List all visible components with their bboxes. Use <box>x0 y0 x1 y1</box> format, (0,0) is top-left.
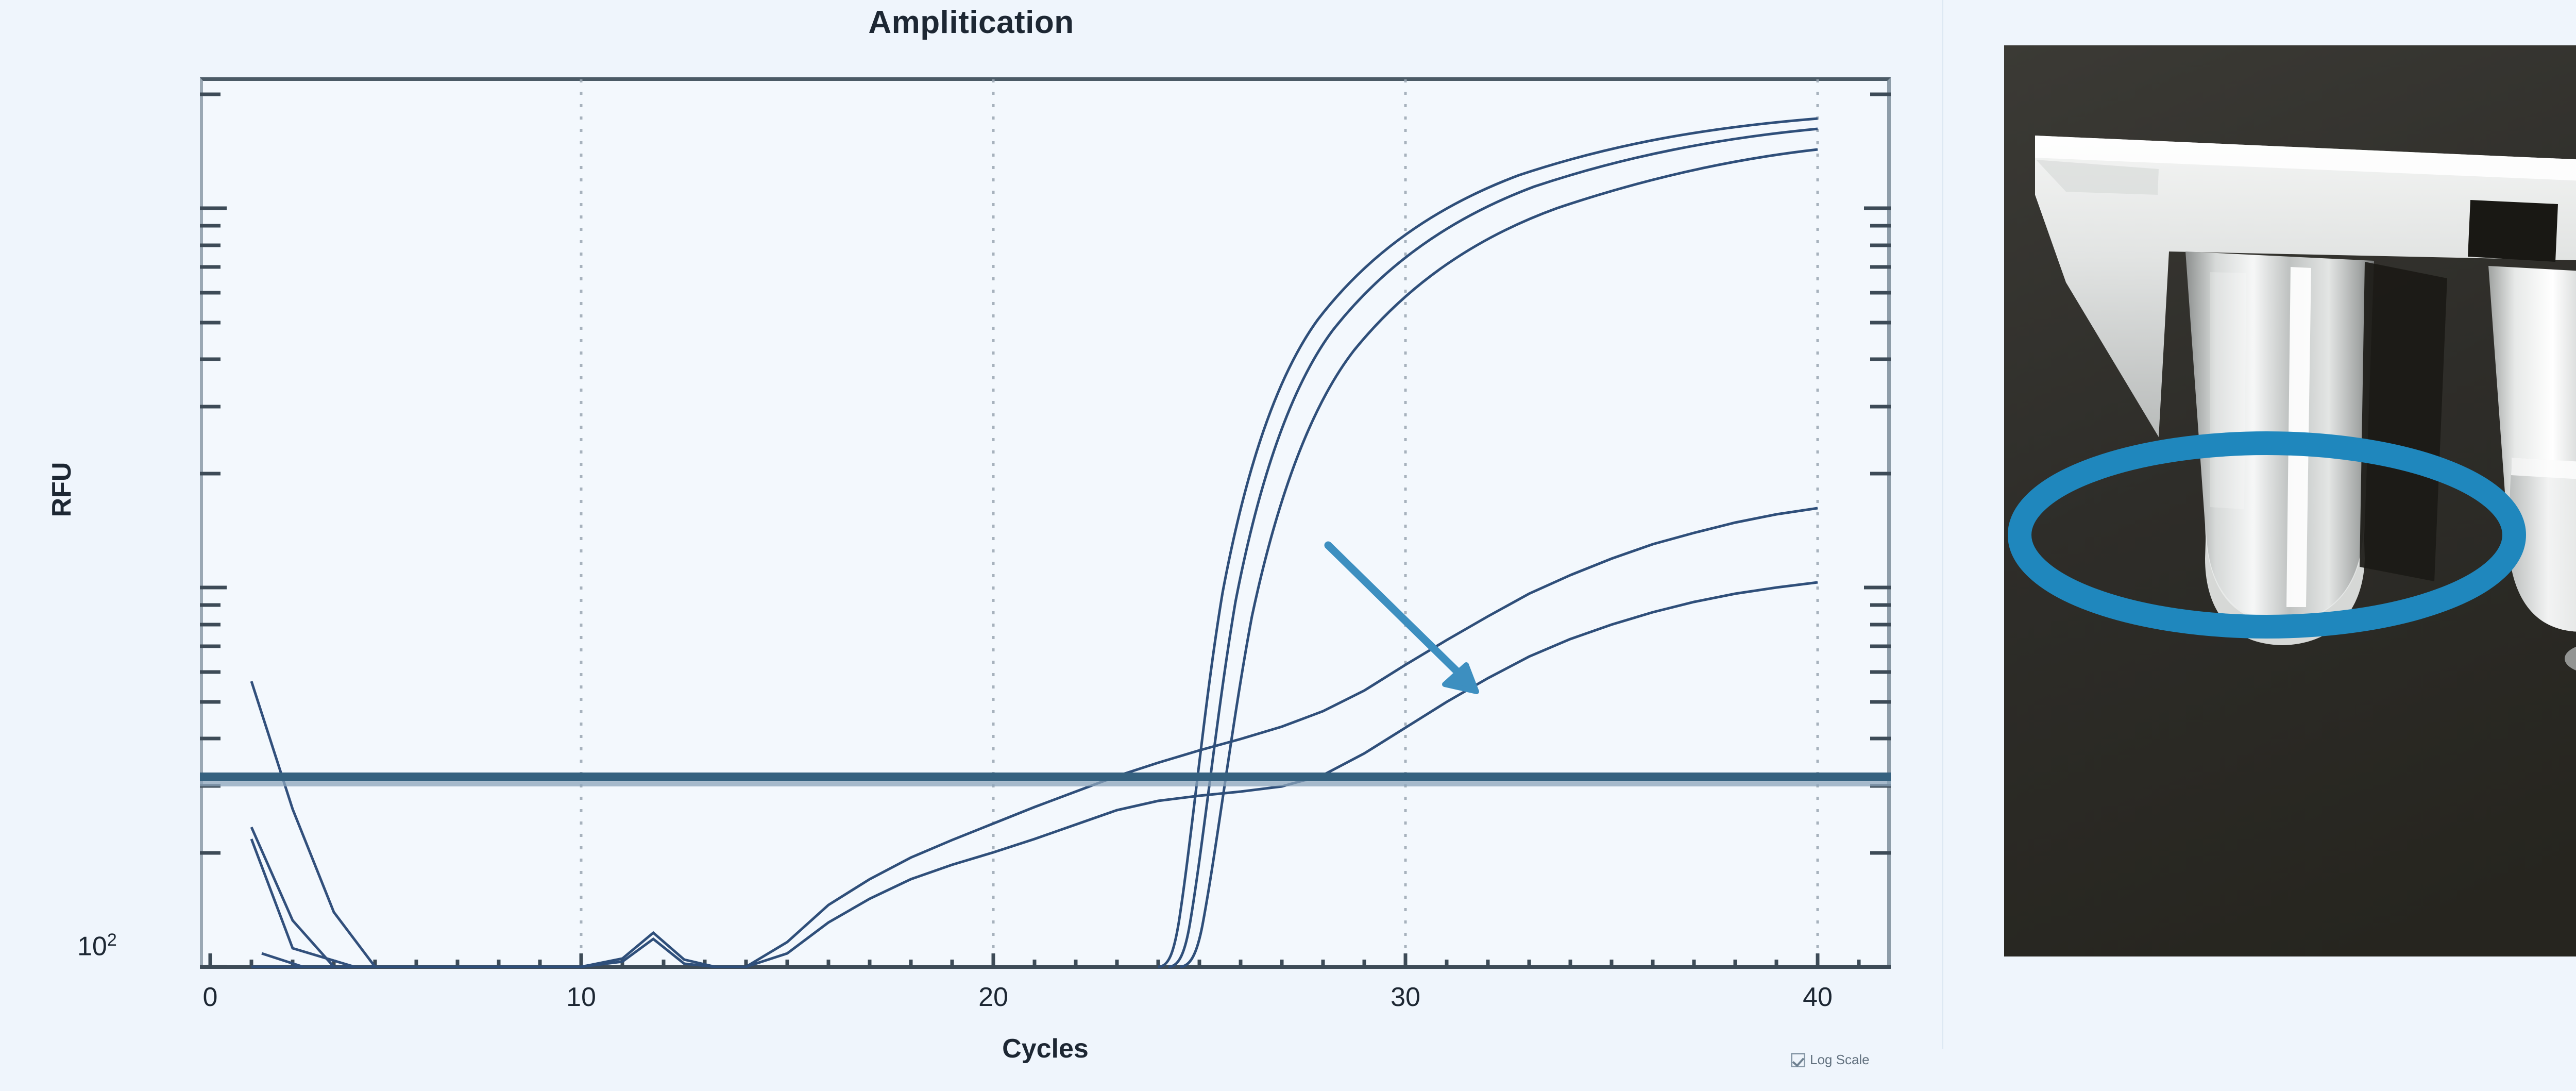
page-title: Amplitication <box>868 5 1074 40</box>
curve-low-2 <box>251 581 1818 968</box>
amplification-curves-low <box>251 507 1818 968</box>
curve-baseline-c <box>250 838 355 968</box>
log-scale-label: Log Scale <box>1810 1052 1870 1067</box>
x-axis-tick-20: 20 <box>978 982 1008 1012</box>
curve-baseline-a <box>250 681 376 968</box>
y-axis-tick-label: 102 <box>77 930 117 962</box>
x-axis-tick-0: 0 <box>202 982 218 1012</box>
curve-positive-1 <box>1158 117 1818 968</box>
tube-1-shadow <box>2360 262 2447 581</box>
cap-hinge-marks <box>2468 200 2558 262</box>
gridlines <box>580 79 1819 967</box>
curve-low-1 <box>251 507 1818 968</box>
x-axis-label: Cycles <box>1002 1034 1089 1064</box>
plot-frame <box>200 77 1891 969</box>
tube-cap-strip <box>2035 136 2576 437</box>
curve-positive-2 <box>1168 127 1818 968</box>
y-axis-label: RFU <box>47 462 77 517</box>
panel-divider <box>1942 0 1943 1049</box>
arrow-down-right-icon <box>1324 541 1479 694</box>
y-axis-ticks <box>200 92 227 969</box>
amplification-plot <box>200 79 1891 969</box>
log-scale-toggle[interactable]: Log Scale <box>1791 1052 1870 1068</box>
blue-ellipse-highlight-icon <box>2008 431 2526 639</box>
pcr-tube-strip-photograph <box>2004 45 2576 956</box>
y-axis-tick-exponent: 2 <box>107 930 117 950</box>
checkbox-checked-icon[interactable] <box>1791 1052 1805 1067</box>
x-axis-ticks <box>208 953 1861 969</box>
curve-baseline-b <box>250 826 335 968</box>
pcr-tube-photo-panel <box>2004 45 2576 956</box>
baseline-decay-curves <box>250 681 376 968</box>
x-axis-tick-40: 40 <box>1803 982 1833 1012</box>
y-axis-ticks-right <box>1864 92 1891 969</box>
curve-positive-3 <box>1179 148 1818 968</box>
y-axis-tick-mantissa: 10 <box>77 931 107 962</box>
curve-baseline-d <box>261 952 303 968</box>
x-axis-tick-10: 10 <box>566 982 596 1012</box>
amplification-chart-panel: Amplitication <box>0 0 1942 1091</box>
x-axis-tick-30: 30 <box>1391 982 1420 1012</box>
amplification-curves-high <box>1158 117 1818 968</box>
